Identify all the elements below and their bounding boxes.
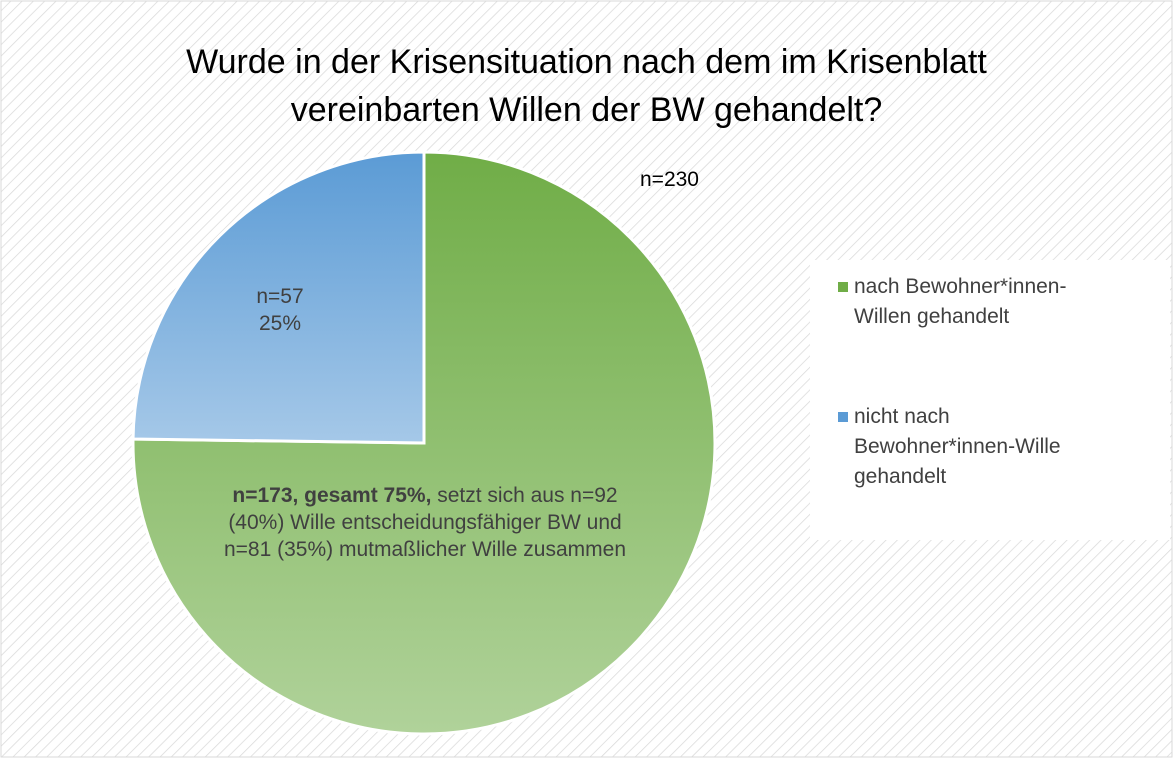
data-label: n=173, gesamt 75%, setzt sich aus n=92 (…	[205, 482, 645, 563]
data-label-bold: n=173, gesamt 75%,	[232, 484, 432, 507]
annotation: n=230	[640, 168, 699, 191]
legend-entry: nach Bewohner*innen-Willen gehandelt	[838, 272, 1138, 332]
data-label-line: 25%	[258, 312, 302, 335]
pie-slice	[131, 150, 717, 736]
chart-title: Wurde in der Krisensituation nach dem im…	[186, 43, 987, 129]
data-label: n=57 25%	[200, 283, 360, 337]
legend-label: nach Bewohner*innen-Willen gehandelt	[854, 275, 1067, 328]
data-label-line: n=57	[256, 285, 304, 308]
pie-slice	[131, 150, 426, 445]
data-label-text: setzt sich aus n=92 (40%) Wille entschei…	[223, 484, 627, 561]
legend-label: nicht nach Bewohner*innen-Wille gehandel…	[854, 405, 1061, 488]
legend-swatch	[838, 282, 848, 292]
legend-swatch	[838, 412, 848, 422]
legend-entry: nicht nach Bewohner*innen-Wille gehandel…	[838, 402, 1138, 492]
legend-background	[810, 260, 1170, 540]
